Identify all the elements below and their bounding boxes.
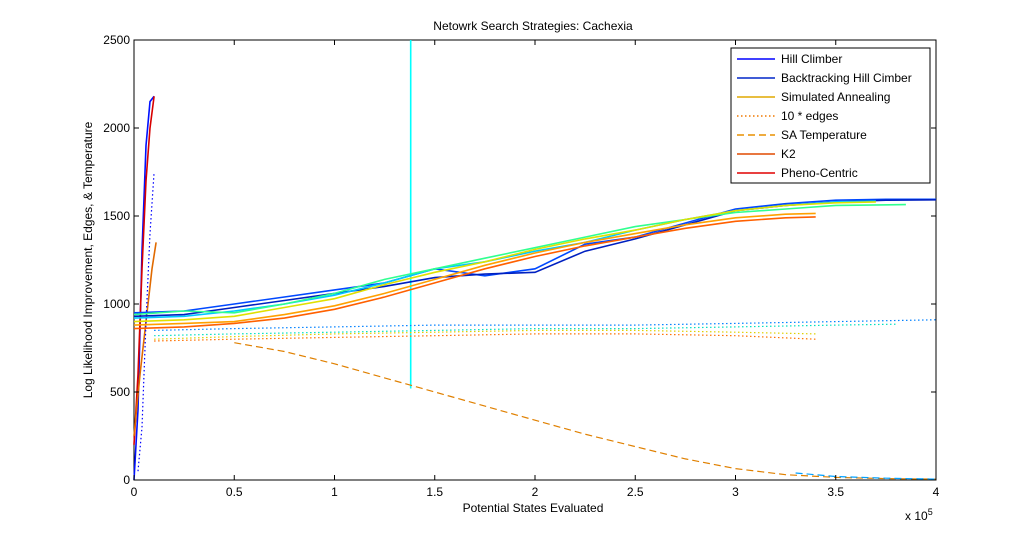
series-line-17 [154,333,816,342]
x-multiplier-label: x 105 [905,507,933,523]
y-tick-label: 2500 [103,33,130,47]
legend-item-label: SA Temperature [781,128,867,142]
legend-item-label: Hill Climber [781,52,842,66]
y-tick-label: 1500 [103,209,130,223]
x-tick-label: 1 [331,485,338,499]
series-line-14 [154,319,937,331]
series-line-1 [133,96,155,445]
legend-item-label: 10 * edges [781,109,838,123]
series-line-0 [133,95,155,481]
x-axis-label: Potential States Evaluated [463,501,604,515]
x-tick-label: 3.5 [827,485,844,499]
series-line-3 [137,171,155,472]
y-tick-label: 2000 [103,121,130,135]
series-line-15 [154,323,896,337]
legend-item-label: Backtracking Hill Cimber [781,71,912,85]
x-tick-label: 3 [732,485,739,499]
x-tick-label: 1.5 [426,485,443,499]
series-line-13 [795,472,937,480]
series-line-9 [133,201,876,323]
x-tick-label: 4 [933,485,940,499]
y-tick-label: 1000 [103,297,130,311]
legend-box [730,47,931,184]
series-line-5 [133,198,936,314]
legend: Hill Climber Backtracking Hill Cimber Simu… [730,47,931,184]
chart-title: Netowrk Search Strategies: Cachexia [433,19,633,33]
series-line-10 [133,212,816,326]
x-tick-label: 2 [532,485,539,499]
x-tick-label: 2.5 [627,485,644,499]
ticks-layer: 0 0.5 1 1.5 2 2.5 3 3.5 4 0 500 1000 1500 2000 2500 [103,33,939,499]
series-layer [133,40,937,481]
x-tick-label: 0 [131,485,138,499]
legend-item-label: K2 [781,147,796,161]
y-tick-label: 500 [110,385,130,399]
series-line-8 [133,203,906,316]
legend-item-label: Pheno-Centric [781,166,858,180]
x-multiplier-base: x 10 [905,509,928,523]
x-multiplier-exponent: 5 [928,507,933,517]
x-tick-label: 0.5 [226,485,243,499]
y-axis-label: Log Likelihood Improvement, Edges, & Tem… [81,121,95,398]
y-tick-label: 0 [123,473,130,487]
series-line-11 [133,216,816,330]
legend-item-label: Simulated Annealing [781,90,890,104]
series-line-16 [154,329,816,340]
